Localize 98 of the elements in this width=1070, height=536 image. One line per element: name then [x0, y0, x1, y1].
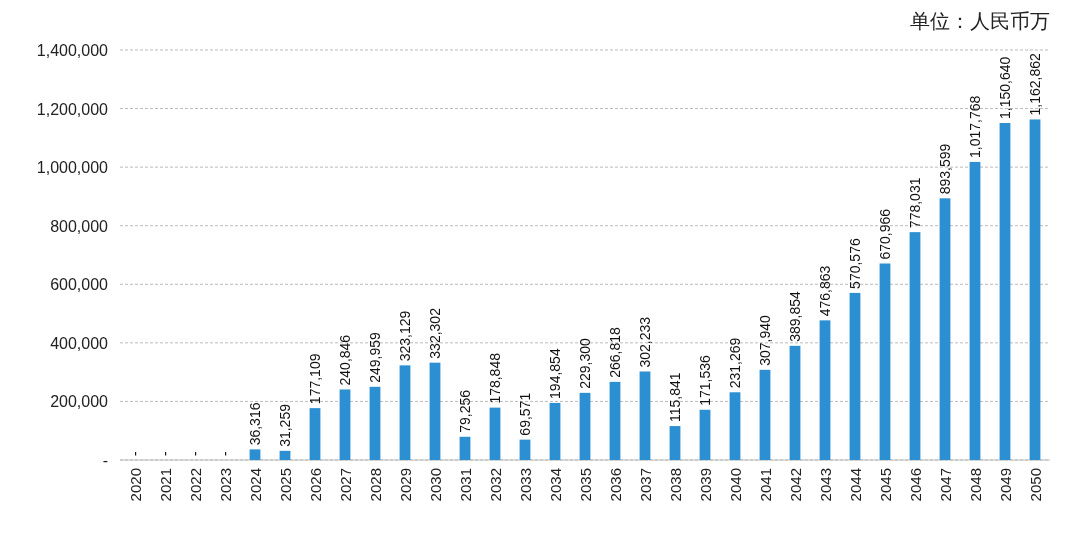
x-tick-label: 2040	[727, 468, 744, 502]
x-tick-label: 2038	[667, 468, 684, 502]
data-label: 893,599	[937, 143, 953, 195]
bar	[639, 371, 651, 460]
data-label: -	[127, 451, 143, 456]
data-label: 570,576	[847, 238, 863, 289]
x-tick-label: 2035	[577, 468, 594, 502]
bar	[429, 362, 441, 460]
bar	[279, 450, 291, 460]
x-tick-label: 2028	[367, 468, 384, 502]
x-tick-label: 2022	[187, 468, 204, 502]
data-label: -	[217, 451, 233, 456]
x-tick-label: 2037	[637, 468, 654, 502]
data-label: 249,959	[367, 331, 383, 383]
data-label: 231,269	[727, 337, 743, 389]
bar	[759, 369, 771, 460]
bar	[669, 426, 681, 460]
data-label: 1,150,640	[997, 56, 1013, 120]
x-tick-label: 2044	[847, 468, 864, 502]
data-label: 31,259	[277, 403, 293, 447]
bar	[609, 381, 621, 460]
bar	[519, 439, 531, 460]
bar	[969, 161, 981, 460]
x-tick-label: 2036	[607, 468, 624, 502]
data-label: 115,841	[667, 372, 683, 423]
data-label: 36,316	[247, 402, 263, 446]
data-label: 302,233	[637, 316, 653, 368]
bar	[789, 345, 801, 460]
x-tick-label: 2021	[157, 468, 174, 502]
data-label: -	[157, 451, 173, 456]
data-label: 266,818	[607, 327, 623, 378]
text: 单位：人民币万	[910, 9, 1050, 33]
y-tick-label: 600,000	[50, 276, 109, 294]
bar	[489, 407, 501, 460]
x-tick-label: 2032	[487, 468, 504, 502]
bar	[999, 123, 1011, 460]
x-tick-label: 2024	[247, 468, 264, 502]
data-label: 69,571	[517, 392, 533, 436]
data-label: 194,854	[547, 348, 563, 399]
data-label: 171,536	[697, 354, 713, 406]
y-tick-label: -	[102, 452, 108, 469]
bar	[819, 320, 831, 460]
x-tick-label: 2033	[517, 468, 534, 502]
data-label: 389,854	[787, 291, 803, 342]
bar	[399, 365, 411, 460]
x-tick-label: 2048	[967, 468, 984, 502]
data-label: 79,256	[457, 389, 473, 433]
x-tick-label: 2029	[397, 468, 414, 502]
data-label: 778,031	[907, 177, 923, 229]
bar	[699, 409, 711, 460]
data-label: 476,863	[817, 265, 833, 317]
x-tick-label: 2034	[547, 468, 564, 502]
y-tick-label: 400,000	[50, 334, 109, 352]
bar	[309, 408, 321, 460]
data-label: 323,129	[397, 310, 413, 362]
y-tick-label: 200,000	[50, 393, 109, 411]
bar	[369, 386, 381, 460]
data-label: 1,162,862	[1027, 52, 1043, 116]
bar	[249, 449, 261, 460]
bar	[339, 389, 351, 460]
data-label: 1,017,768	[967, 95, 983, 158]
data-label: 240,846	[337, 334, 353, 386]
data-label: 229,300	[577, 338, 593, 389]
x-tick-label: 2050	[1027, 468, 1044, 502]
bar	[849, 292, 861, 460]
x-tick-label: 2049	[997, 468, 1014, 502]
bar	[579, 392, 591, 460]
bar	[549, 402, 561, 460]
x-tick-label: 2025	[277, 468, 294, 502]
x-tick-label: 2020	[127, 468, 144, 502]
x-tick-label: 2042	[787, 468, 804, 502]
x-tick-label: 2031	[457, 468, 474, 502]
bar	[729, 392, 741, 460]
x-tick-label: 2027	[337, 468, 354, 502]
bar	[459, 436, 471, 460]
bar	[1029, 119, 1041, 460]
y-tick-label: 1,000,000	[36, 159, 109, 177]
data-label: 177,109	[307, 353, 323, 405]
data-label: 178,848	[487, 352, 503, 404]
bar	[939, 198, 951, 460]
x-tick-label: 2023	[217, 468, 234, 502]
x-tick-label: 2030	[427, 468, 444, 502]
x-tick-label: 2045	[877, 468, 894, 502]
data-label: 307,940	[757, 315, 773, 366]
x-tick-label: 2043	[817, 468, 834, 502]
bar	[909, 232, 921, 460]
x-tick-label: 2039	[697, 468, 714, 502]
y-tick-label: 800,000	[50, 217, 109, 235]
bar	[879, 263, 891, 460]
y-tick-label: 1,400,000	[36, 42, 109, 59]
data-label: -	[187, 451, 203, 456]
data-label: 670,966	[877, 208, 893, 260]
x-tick-label: 2047	[937, 468, 954, 502]
x-tick-label: 2046	[907, 468, 924, 502]
x-tick-label: 2026	[307, 468, 324, 502]
x-tick-label: 2041	[757, 468, 774, 502]
data-label: 332,302	[427, 307, 443, 359]
y-tick-label: 1,200,000	[36, 100, 109, 118]
